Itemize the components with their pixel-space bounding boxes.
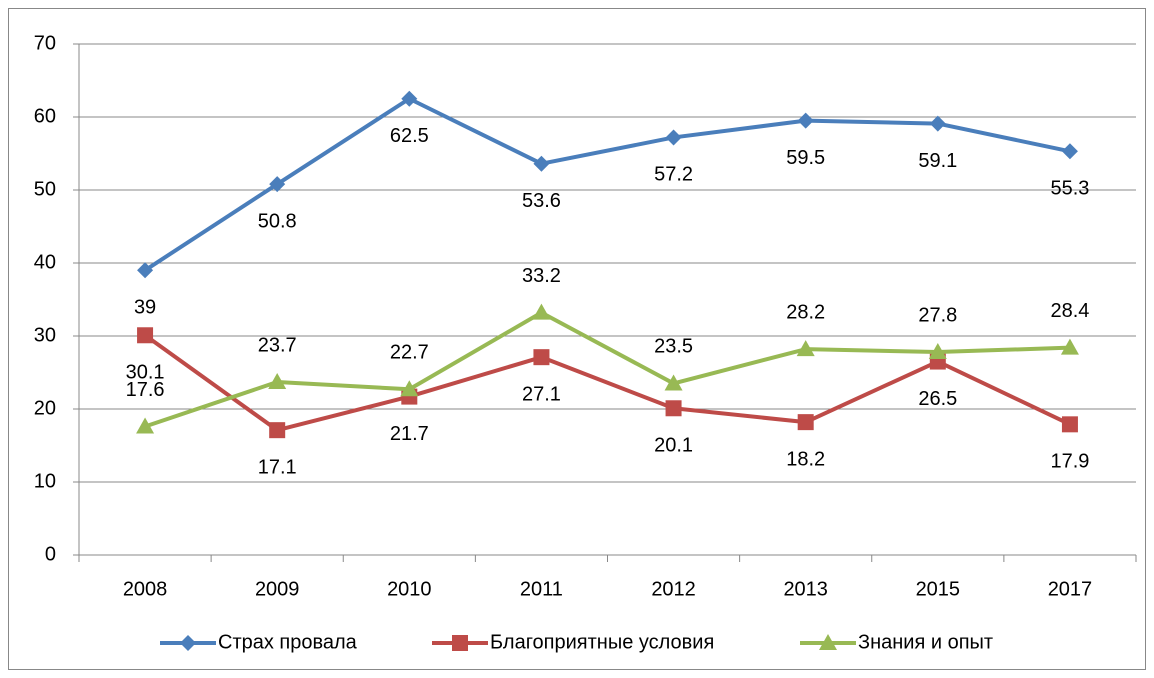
- marker: [1060, 338, 1079, 355]
- marker: [401, 90, 418, 107]
- data-label: 28.2: [786, 301, 825, 323]
- data-label: 53.6: [522, 190, 561, 212]
- legend-marker: [819, 634, 837, 650]
- marker: [929, 115, 946, 132]
- series-line: [143, 96, 1071, 272]
- data-label: 27.1: [522, 383, 561, 405]
- marker: [269, 176, 286, 193]
- data-label: 26.5: [918, 388, 957, 410]
- data-label: 17.6: [126, 379, 165, 401]
- y-tick-label: 50: [34, 178, 56, 200]
- data-label: 33.2: [522, 265, 561, 287]
- marker: [1061, 143, 1078, 160]
- data-label: 23.5: [654, 336, 693, 358]
- data-label: 30.1: [126, 362, 165, 384]
- data-label: 17.1: [258, 456, 297, 478]
- marker: [137, 327, 154, 344]
- x-tick-label: 2015: [916, 578, 961, 600]
- x-tick-label: 2011: [520, 578, 563, 600]
- y-tick-label: 20: [34, 397, 56, 419]
- data-label: 18.2: [786, 448, 825, 470]
- data-label: 20.1: [654, 435, 693, 457]
- data-label: 62.5: [390, 125, 429, 147]
- data-label: 22.7: [390, 342, 429, 364]
- y-tick-label: 0: [45, 543, 56, 565]
- series-line: [143, 333, 1071, 433]
- y-tick-label: 10: [34, 470, 56, 492]
- legend-label: Страх провала: [218, 631, 358, 653]
- data-label: 28.4: [1050, 300, 1089, 322]
- data-label: 21.7: [390, 423, 429, 445]
- marker: [533, 155, 550, 172]
- chart-border: [8, 8, 1146, 670]
- data-label: 39: [134, 297, 156, 319]
- data-label: 27.8: [918, 304, 957, 326]
- x-tick-label: 2013: [783, 578, 828, 600]
- x-tick-label: 2017: [1048, 578, 1093, 600]
- data-label: 50.8: [258, 210, 297, 232]
- data-label: 17.9: [1050, 451, 1089, 473]
- marker: [928, 343, 947, 360]
- marker: [269, 422, 286, 439]
- marker: [136, 417, 155, 434]
- data-label: 59.1: [918, 150, 957, 172]
- marker: [137, 262, 154, 279]
- y-tick-label: 30: [34, 324, 56, 346]
- series-line: [144, 310, 1071, 429]
- marker: [400, 380, 419, 397]
- data-label: 59.5: [786, 147, 825, 169]
- marker: [533, 349, 550, 366]
- marker: [665, 129, 682, 146]
- y-tick-label: 40: [34, 251, 56, 273]
- x-tick-label: 2010: [387, 578, 432, 600]
- marker: [797, 414, 814, 431]
- data-label: 23.7: [258, 334, 297, 356]
- legend-marker: [180, 635, 196, 651]
- y-tick-label: 70: [34, 32, 56, 54]
- y-tick-label: 60: [34, 105, 56, 127]
- marker: [1061, 416, 1078, 433]
- marker: [532, 303, 551, 320]
- marker: [664, 374, 683, 391]
- marker: [796, 340, 815, 357]
- marker: [797, 112, 814, 129]
- legend-label: Знания и опыт: [858, 631, 993, 653]
- data-label: 55.3: [1050, 178, 1089, 200]
- x-tick-label: 2012: [651, 578, 696, 600]
- x-tick-label: 2009: [255, 578, 300, 600]
- x-tick-label: 2008: [123, 578, 168, 600]
- data-label: 57.2: [654, 164, 693, 186]
- marker: [268, 372, 287, 389]
- legend-marker: [452, 635, 468, 651]
- legend-label: Благоприятные условия: [490, 631, 714, 653]
- marker: [665, 400, 682, 417]
